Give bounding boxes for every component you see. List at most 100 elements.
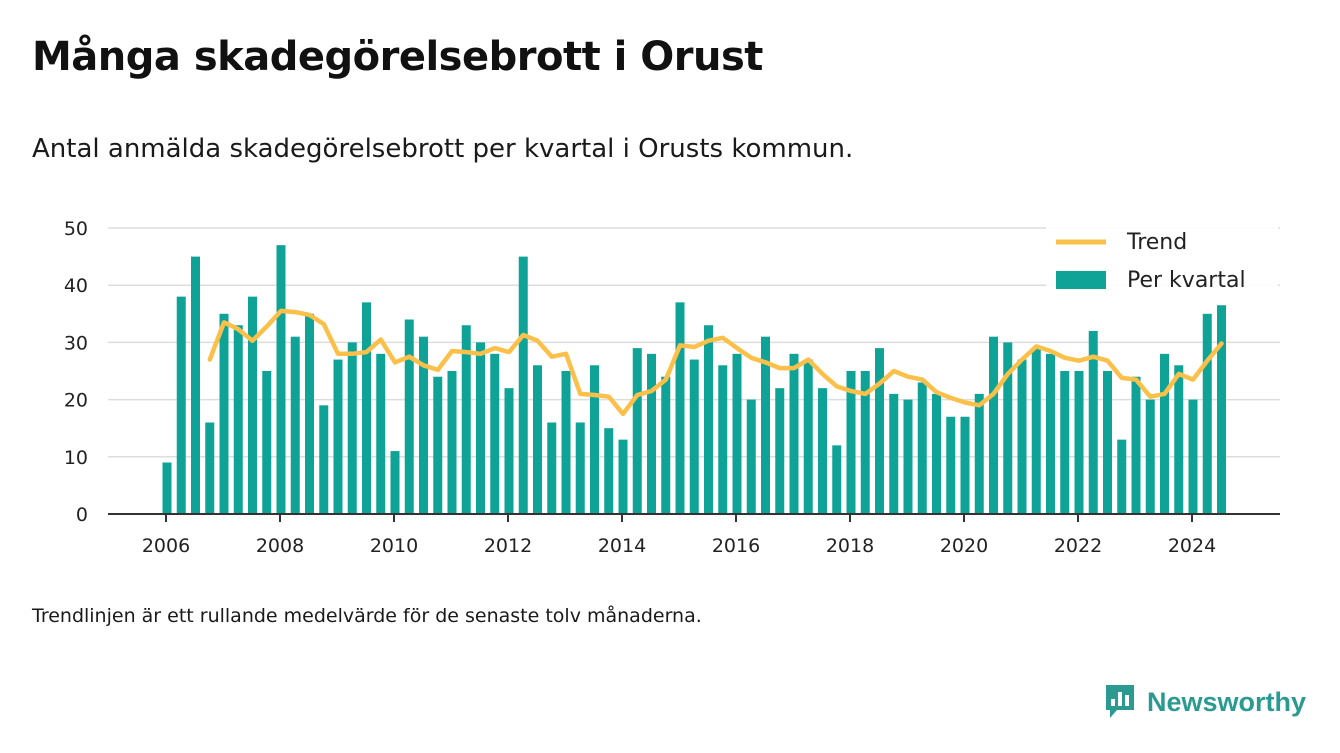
x-tick-label: 2010 (370, 535, 418, 557)
bar (447, 371, 457, 514)
bar (604, 428, 614, 514)
legend: Trend Per kvartal (1046, 222, 1278, 296)
bar (932, 393, 941, 514)
bar (419, 336, 428, 514)
bar (305, 313, 314, 514)
bar (1117, 439, 1127, 514)
bar (946, 416, 956, 514)
bar (789, 353, 799, 514)
bar (846, 371, 856, 514)
x-tick-label: 2006 (142, 535, 190, 557)
bar (390, 451, 400, 514)
bar (575, 422, 585, 514)
bar (362, 302, 371, 514)
y-tick-label: 0 (76, 504, 88, 526)
bar (433, 376, 443, 514)
bar (860, 371, 870, 514)
bar (875, 348, 884, 514)
bar (476, 342, 485, 514)
axes: 0 10 20 30 40 50 2006 2008 2010 2012 2014 2016 2018 2… (64, 218, 1280, 557)
bar (1003, 342, 1013, 514)
x-tick-label: 2014 (598, 535, 646, 557)
bar (176, 296, 186, 514)
x-tick-label: 2022 (1054, 535, 1102, 557)
y-tick-label: 50 (64, 218, 88, 240)
bar (661, 376, 671, 514)
bar (333, 359, 343, 514)
chart-subtitle: Antal anmälda skadegörelsebrott per kvar… (32, 134, 854, 164)
x-tick-label: 2018 (826, 535, 874, 557)
bar (518, 256, 528, 514)
bar (689, 359, 699, 514)
bar (376, 353, 386, 514)
bar (1160, 353, 1169, 514)
x-tick-label: 2016 (712, 535, 760, 557)
trend-series (207, 308, 1224, 417)
bar (319, 405, 329, 514)
bar (347, 342, 357, 514)
bar (917, 382, 927, 514)
y-tick-label: 20 (64, 390, 88, 412)
bar (618, 439, 628, 514)
bar (1088, 330, 1098, 514)
x-tick-label: 2020 (940, 535, 988, 557)
bar (248, 296, 257, 514)
bar (1202, 313, 1212, 514)
bar (675, 302, 685, 514)
bar (1074, 371, 1084, 514)
bar (775, 388, 785, 514)
bar (276, 245, 286, 514)
chart-title: Många skadegörelsebrott i Orust (32, 34, 763, 80)
x-tick-label: 2008 (256, 535, 304, 557)
legend-bar-swatch (1056, 271, 1106, 289)
bar (989, 336, 998, 514)
legend-bar-label: Per kvartal (1127, 268, 1246, 293)
bar (818, 388, 827, 514)
x-tick-label: 2012 (484, 535, 532, 557)
bar (1017, 359, 1027, 514)
bar-chart: 0 10 20 30 40 50 2006 2008 2010 2012 2014 2016 2018 2… (64, 218, 1280, 557)
bar (490, 353, 500, 514)
bar (162, 462, 172, 514)
bar-series (162, 245, 1226, 514)
footnote: Trendlinjen är ett rullande medelvärde f… (32, 605, 702, 627)
x-tick-label: 2024 (1168, 535, 1216, 557)
bar (262, 371, 272, 514)
newsworthy-logo-icon (1106, 685, 1134, 718)
bar (219, 313, 229, 514)
bar (547, 422, 557, 514)
legend-trend-label: Trend (1126, 230, 1187, 255)
bar (404, 319, 414, 514)
trend-line (207, 308, 1224, 417)
bar (561, 371, 571, 514)
bar (647, 353, 656, 514)
bar (732, 353, 742, 514)
bar (718, 365, 728, 514)
y-tick-label: 30 (64, 332, 88, 354)
bar (1060, 371, 1070, 514)
bar (533, 365, 542, 514)
bar (1174, 365, 1184, 514)
bar (832, 445, 842, 514)
bar (504, 388, 514, 514)
bar (233, 325, 243, 514)
bar (461, 325, 471, 514)
bar (1145, 399, 1155, 514)
bar (761, 336, 770, 514)
bar (974, 393, 984, 514)
bar (1046, 353, 1055, 514)
bar (704, 325, 713, 514)
bar (903, 399, 913, 514)
y-tick-label: 10 (64, 447, 88, 469)
y-tick-label: 40 (64, 275, 88, 297)
bar (590, 365, 599, 514)
bar (960, 416, 970, 514)
bar (889, 393, 899, 514)
bar (632, 348, 642, 514)
brand: Newsworthy (1103, 682, 1306, 722)
bar (191, 256, 200, 514)
brand-name: Newsworthy (1147, 686, 1307, 717)
bar (746, 399, 756, 514)
bar (290, 336, 300, 514)
bar (803, 359, 813, 514)
